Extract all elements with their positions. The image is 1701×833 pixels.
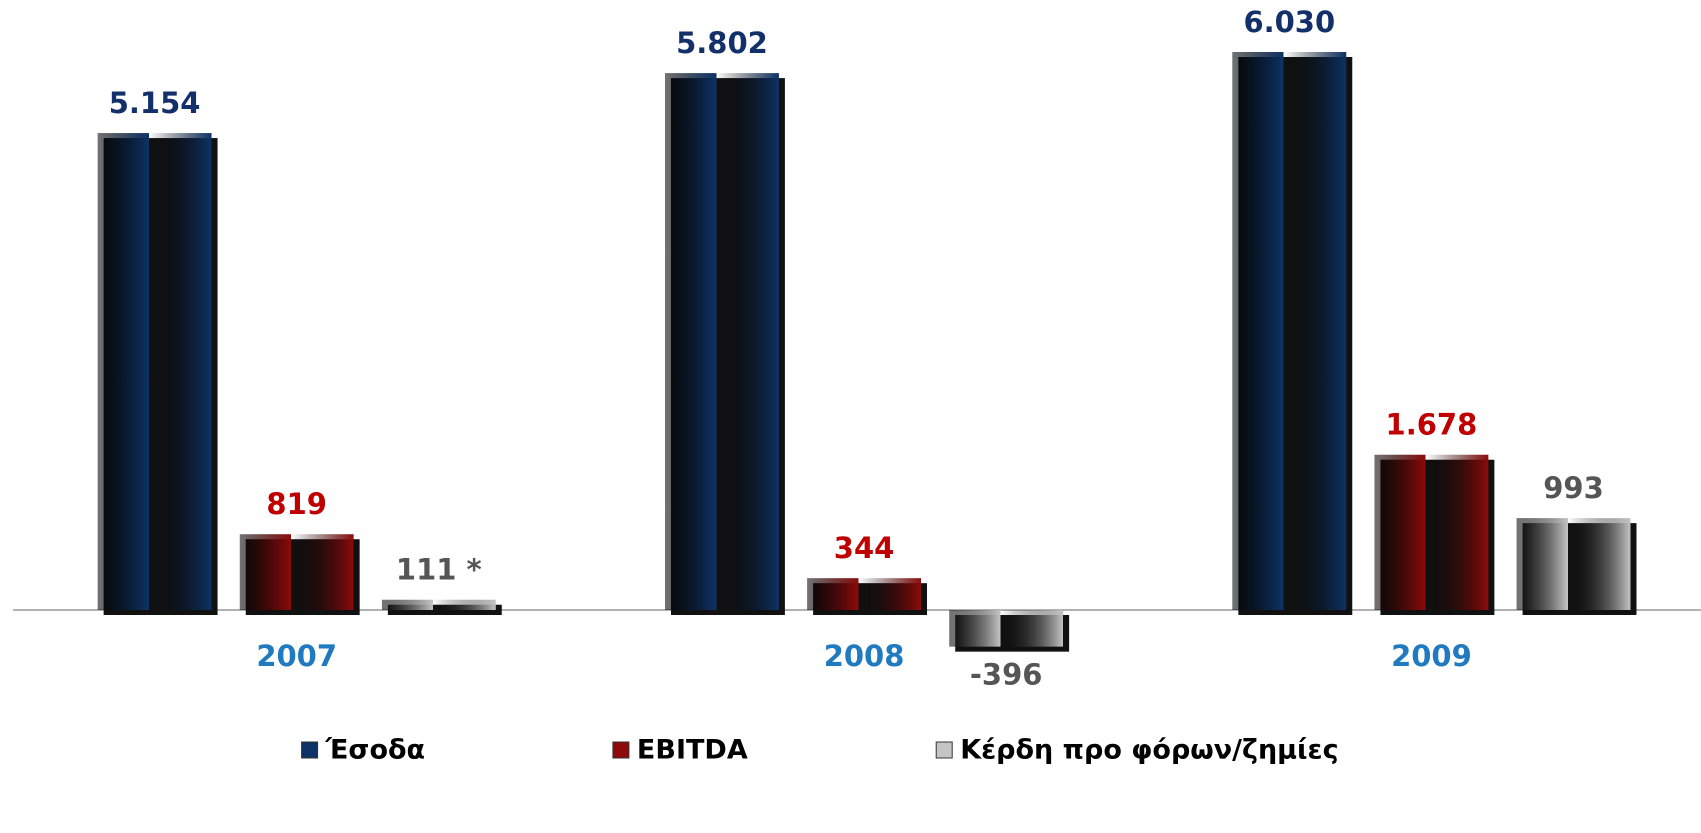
- legend-label: Κέρδη προ φόρων/ζημίες: [960, 735, 1338, 766]
- legend-swatch: [935, 741, 953, 759]
- x-tick-label: 2009: [1391, 639, 1472, 673]
- value-label: 111 *: [396, 553, 482, 587]
- legend-swatch: [301, 741, 319, 759]
- value-label: 6.030: [1243, 5, 1335, 39]
- value-label: -396: [970, 658, 1043, 692]
- value-label: 344: [834, 531, 895, 565]
- bar: [1232, 52, 1347, 610]
- bar: [1516, 518, 1631, 610]
- bar: [381, 599, 496, 610]
- legend-swatch: [612, 741, 630, 759]
- bar: [949, 610, 1064, 647]
- bar: [664, 73, 779, 610]
- value-label: 5.802: [676, 26, 768, 60]
- value-label: 1.678: [1386, 408, 1478, 442]
- bar: [1374, 454, 1489, 610]
- value-label: 5.154: [109, 86, 201, 120]
- bar: [807, 578, 922, 610]
- legend-label: EBITDA: [637, 735, 748, 766]
- x-tick-label: 2008: [824, 639, 905, 673]
- bar: [239, 534, 354, 610]
- x-tick-label: 2007: [256, 639, 337, 673]
- bar: [97, 133, 212, 610]
- legend-label: Έσοδα: [325, 735, 426, 766]
- value-label: 993: [1543, 471, 1604, 505]
- value-label: 819: [266, 487, 327, 521]
